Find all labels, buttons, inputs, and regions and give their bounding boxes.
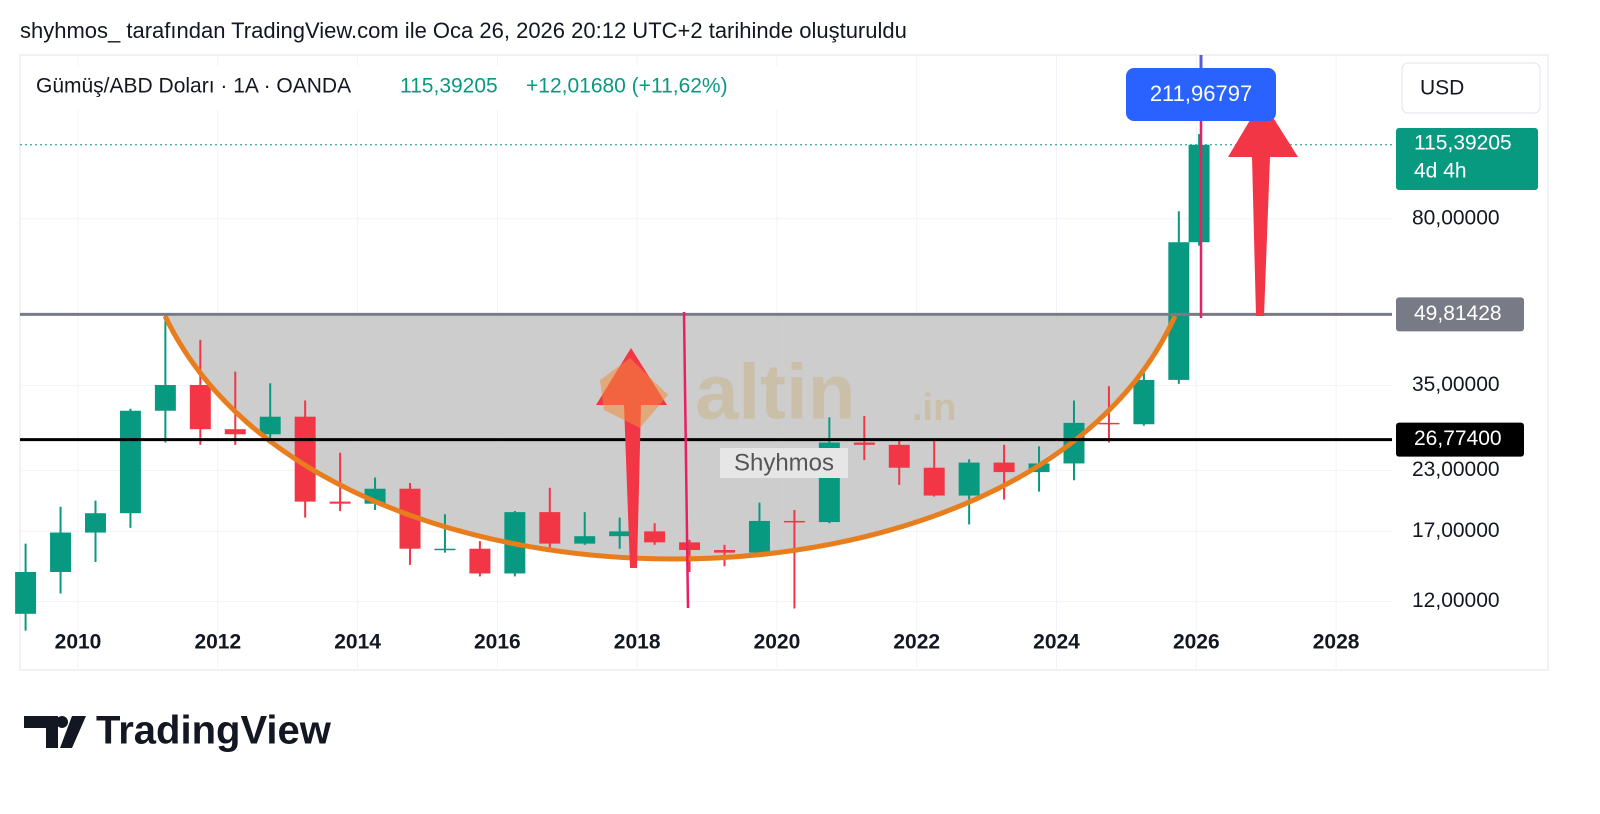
candle-body <box>50 532 72 573</box>
candle-body <box>399 488 421 549</box>
candle-body <box>1133 379 1155 425</box>
measure-badge <box>1126 68 1276 121</box>
candle-body <box>224 429 246 435</box>
x-tick-label: 2012 <box>194 631 241 654</box>
candle-body <box>679 542 701 551</box>
measure-label: 211,96797 <box>1150 81 1252 106</box>
level-label: 49,81428 <box>1414 302 1502 325</box>
candle-body <box>15 572 37 614</box>
candle-body <box>1098 422 1120 425</box>
watermark: altin <box>695 348 855 436</box>
candle-body <box>1188 144 1210 243</box>
candle-body <box>434 548 456 551</box>
candle-body <box>469 548 491 574</box>
x-tick-label: 2022 <box>893 631 940 654</box>
candle-body <box>154 385 176 411</box>
x-tick-label: 2010 <box>55 631 102 654</box>
change: +12,01680 (+11,62%) <box>526 75 728 98</box>
x-tick-label: 2024 <box>1033 631 1080 654</box>
candle-body <box>783 520 805 523</box>
countdown: 4d 4h <box>1414 160 1467 183</box>
vertical-marker <box>682 311 690 609</box>
candle-body <box>888 444 910 468</box>
author-box <box>720 448 848 478</box>
watermark-logo <box>600 358 668 428</box>
last-price-badge <box>1396 128 1538 190</box>
price: 115,39205 <box>400 75 498 98</box>
candle-body <box>259 416 281 435</box>
candle-body <box>1168 242 1190 380</box>
y-tick-label: 23,00000 <box>1412 458 1500 481</box>
x-tick-label: 2028 <box>1313 631 1360 654</box>
candle-body <box>853 442 875 445</box>
chart-frame <box>19 54 1549 671</box>
x-tick-label: 2016 <box>474 631 521 654</box>
candle-body <box>85 513 106 533</box>
brand: TradingView <box>96 709 332 753</box>
level-badge <box>1396 297 1524 332</box>
y-tick-label: 80,00000 <box>1412 206 1500 229</box>
header-bg <box>22 66 782 110</box>
y-tick-label: 17,00000 <box>1412 519 1500 542</box>
y-tick-label: 35,00000 <box>1412 373 1500 396</box>
level-label: 26,77400 <box>1414 427 1502 450</box>
currency[interactable]: USD <box>1420 77 1464 100</box>
candle-body <box>329 501 351 504</box>
candle-body <box>993 462 1015 473</box>
candle-body <box>574 536 596 544</box>
candle-body <box>748 520 770 553</box>
candle-body <box>539 512 561 544</box>
level-badge <box>1396 422 1524 457</box>
last-price-label: 115,39205 <box>1414 132 1512 155</box>
up-arrow <box>1228 100 1298 316</box>
author-label: Shyhmos <box>734 449 834 476</box>
x-tick-label: 2026 <box>1173 631 1220 654</box>
currency-button[interactable] <box>1401 62 1541 114</box>
x-tick-label: 2018 <box>614 631 661 654</box>
candle-body <box>923 467 945 496</box>
candle-body <box>609 531 631 537</box>
candle-body <box>294 416 316 502</box>
y-tick-label: 12,00000 <box>1412 589 1500 612</box>
candle-body <box>119 410 141 514</box>
x-tick-label: 2014 <box>334 631 381 654</box>
brand-logo <box>24 716 86 748</box>
candle-body <box>714 550 736 553</box>
caption: shyhmos_ tarafından TradingView.com ile … <box>20 18 907 43</box>
candle-body <box>958 462 980 496</box>
symbol: Gümüş/ABD Doları · 1A · OANDA <box>36 75 351 98</box>
watermark-suffix: .in <box>912 387 956 429</box>
x-tick-label: 2020 <box>754 631 801 654</box>
candle-body <box>189 385 211 430</box>
candle-body <box>644 531 666 543</box>
